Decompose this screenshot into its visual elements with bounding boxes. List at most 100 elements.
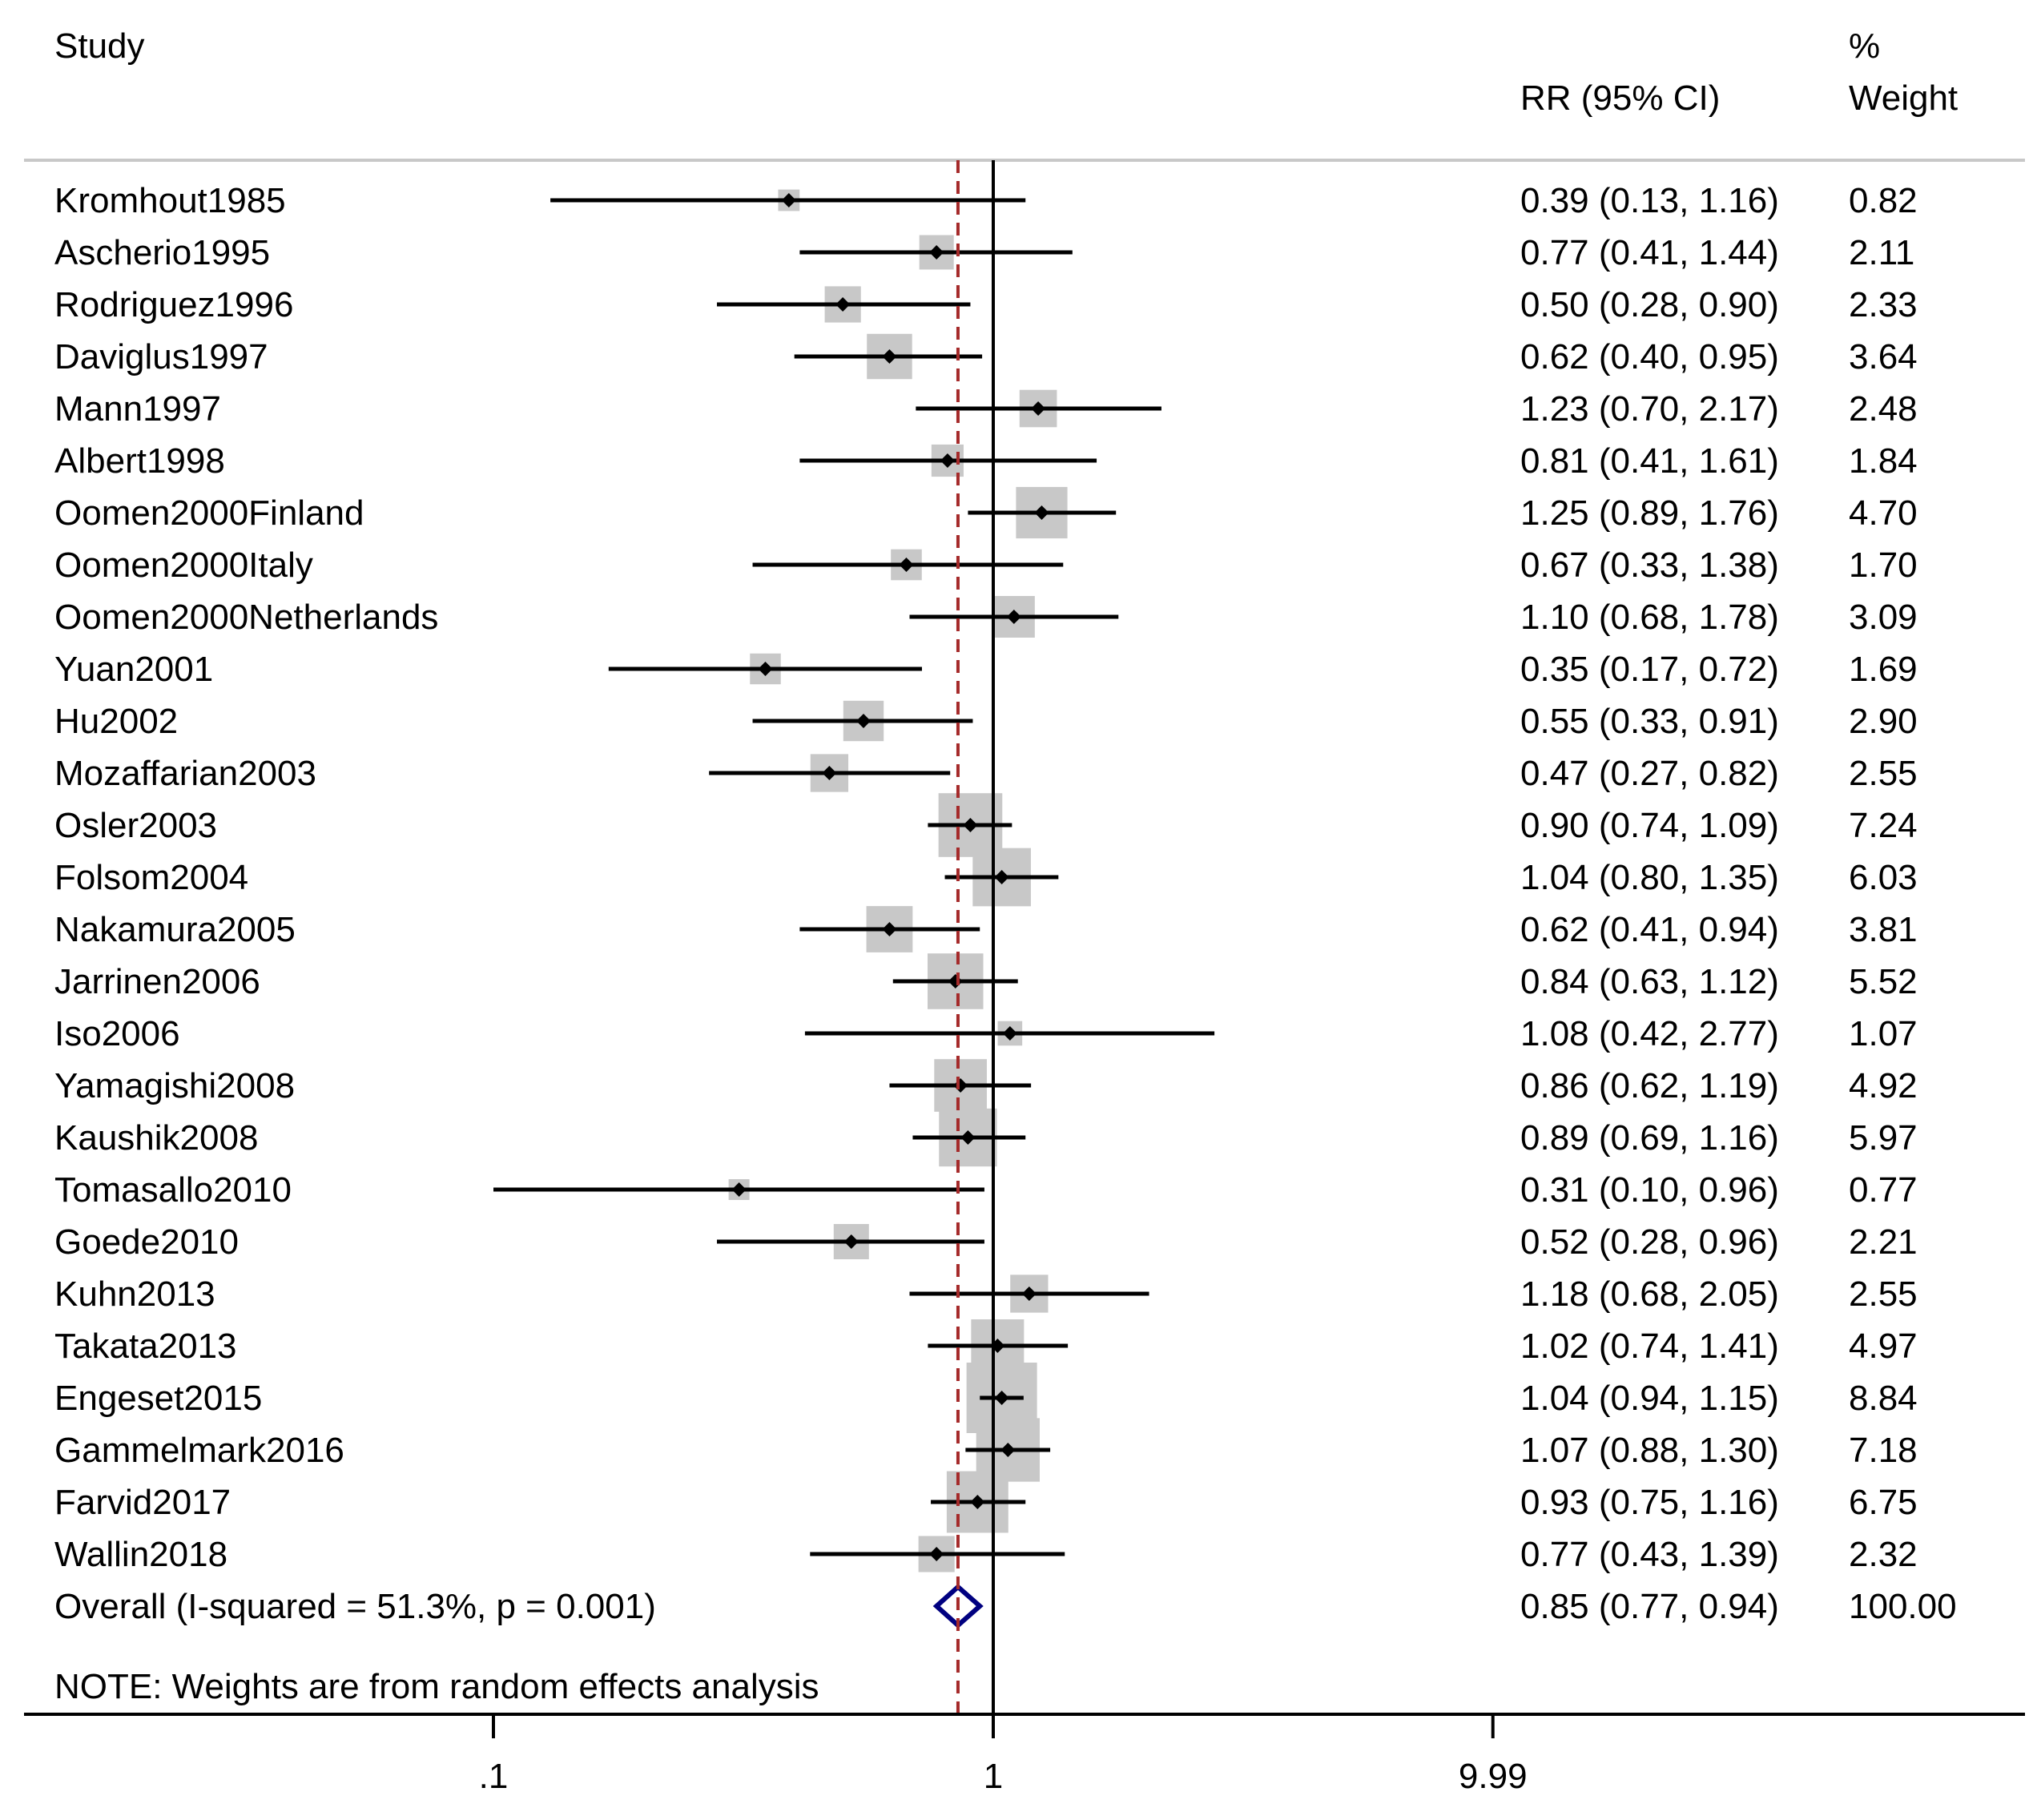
point-estimate [929,1547,944,1561]
study-row: Ascherio1995 0.77 (0.41, 1.44) 2.11 [54,233,1914,272]
study-row: Oomen2000Italy 0.67 (0.33, 1.38) 1.70 [54,546,1918,585]
study-name: Hu2002 [54,702,178,741]
point-estimate [994,870,1009,884]
study-name: Mann1997 [54,389,221,429]
study-name: Goede2010 [54,1222,239,1262]
study-row: Rodriguez1996 0.50 (0.28, 0.90) 2.33 [54,285,1918,324]
study-ci: 0.67 (0.33, 1.38) [1520,546,1779,585]
study-name: Oomen2000Italy [54,546,313,585]
study-name: Oomen2000Finland [54,493,364,533]
study-row: Nakamura2005 0.62 (0.41, 0.94) 3.81 [54,906,1918,952]
study-weight: 0.77 [1849,1170,1918,1210]
study-name: Kuhn2013 [54,1274,215,1314]
overall-diamond [932,1583,984,1629]
study-ci: 0.77 (0.41, 1.44) [1520,233,1779,272]
study-name: Engeset2015 [54,1379,262,1418]
study-weight: 1.69 [1849,650,1918,689]
study-row: Tomasallo2010 0.31 (0.10, 0.96) 0.77 [54,1170,1918,1210]
point-estimate [899,558,914,572]
study-weight: 1.07 [1849,1014,1918,1053]
study-name: Tomasallo2010 [54,1170,292,1210]
x-tick-label: 9.99 [1459,1757,1528,1796]
study-name: Rodriguez1996 [54,285,293,324]
point-estimate [1031,401,1046,416]
study-row: Mann1997 1.23 (0.70, 2.17) 2.48 [54,389,1918,429]
study-row: Farvid2017 0.93 (0.75, 1.16) 6.75 [54,1471,1918,1533]
overall-label: Overall (I-squared = 51.3%, p = 0.001) [54,1587,656,1626]
point-estimate [1021,1286,1037,1301]
study-weight: 2.11 [1849,233,1914,272]
point-estimate [1034,505,1049,520]
study-weight: 5.52 [1849,962,1918,1001]
study-row: Goede2010 0.52 (0.28, 0.96) 2.21 [54,1222,1918,1262]
point-estimate [963,818,978,832]
point-estimate [781,193,796,207]
x-axis-ticks: .1 1 9.99 [479,1714,1528,1796]
study-weight: 3.81 [1849,910,1918,949]
study-name: Kaushik2008 [54,1118,258,1158]
study-weight: 2.90 [1849,702,1918,741]
study-name: Takata2013 [54,1327,237,1366]
study-weight: 1.84 [1849,441,1918,481]
study-ci: 0.50 (0.28, 0.90) [1520,285,1779,324]
study-row: Oomen2000Netherlands 1.10 (0.68, 1.78) 3.0… [54,595,1918,638]
study-row: Daviglus1997 0.62 (0.40, 0.95) 3.64 [54,333,1918,380]
study-ci: 0.86 (0.62, 1.19) [1520,1066,1779,1105]
study-name: Kromhout1985 [54,181,286,220]
study-ci: 0.47 (0.27, 0.82) [1520,754,1779,793]
point-estimate [731,1182,747,1197]
point-estimate [855,714,871,728]
study-name: Oomen2000Netherlands [54,598,438,637]
header-effect: RR (95% CI) [1520,79,1720,118]
study-name: Osler2003 [54,806,217,845]
point-estimate [929,245,944,260]
x-tick-label: .1 [479,1757,509,1796]
study-weight: 7.24 [1849,806,1918,845]
header-weight-percent: % [1849,26,1880,66]
study-ci: 0.77 (0.43, 1.39) [1520,1535,1779,1574]
study-weight: 6.03 [1849,858,1918,897]
point-estimate [1006,610,1021,624]
study-name: Farvid2017 [54,1483,231,1522]
study-name: Folsom2004 [54,858,248,897]
study-name: Iso2006 [54,1014,180,1053]
point-estimate [882,349,897,364]
study-ci: 1.04 (0.94, 1.15) [1520,1379,1779,1418]
study-weight: 5.97 [1849,1118,1918,1158]
study-row: Gammelmark2016 1.07 (0.88, 1.30) 7.18 [54,1418,1918,1482]
study-row: Mozaffarian2003 0.47 (0.27, 0.82) 2.55 [54,754,1918,793]
study-weight: 2.33 [1849,285,1918,324]
study-ci: 0.90 (0.74, 1.09) [1520,806,1779,845]
study-row: Yamagishi2008 0.86 (0.62, 1.19) 4.92 [54,1059,1918,1112]
point-estimate [758,662,773,676]
header-weight: Weight [1849,79,1958,118]
study-weight: 2.48 [1849,389,1918,429]
study-ci: 0.62 (0.41, 0.94) [1520,910,1779,949]
study-row: Albert1998 0.81 (0.41, 1.61) 1.84 [54,441,1918,481]
study-weight: 0.82 [1849,181,1918,220]
study-ci: 1.10 (0.68, 1.78) [1520,598,1779,637]
point-estimate [822,766,837,780]
study-row: Wallin2018 0.77 (0.43, 1.39) 2.32 [54,1535,1918,1574]
overall-weight: 100.00 [1849,1587,1957,1626]
study-weight: 2.21 [1849,1222,1918,1262]
point-estimate [1000,1443,1016,1457]
study-weight: 2.55 [1849,754,1918,793]
study-ci: 1.07 (0.88, 1.30) [1520,1431,1779,1470]
study-row: Iso2006 1.08 (0.42, 2.77) 1.07 [54,1014,1918,1053]
study-weight: 2.55 [1849,1274,1918,1314]
study-row: Kaushik2008 0.89 (0.69, 1.16) 5.97 [54,1108,1918,1167]
study-weight: 3.64 [1849,337,1918,376]
study-ci: 0.62 (0.40, 0.95) [1520,337,1779,376]
study-ci: 1.02 (0.74, 1.41) [1520,1327,1779,1366]
study-weight: 2.32 [1849,1535,1918,1574]
study-weight: 4.97 [1849,1327,1918,1366]
study-ci: 0.55 (0.33, 0.91) [1520,702,1779,741]
study-weight: 6.75 [1849,1483,1918,1522]
point-estimate [843,1234,859,1249]
study-weight: 4.70 [1849,493,1918,533]
study-name: Jarrinen2006 [54,962,260,1001]
study-name: Ascherio1995 [54,233,270,272]
study-ci: 0.35 (0.17, 0.72) [1520,650,1779,689]
